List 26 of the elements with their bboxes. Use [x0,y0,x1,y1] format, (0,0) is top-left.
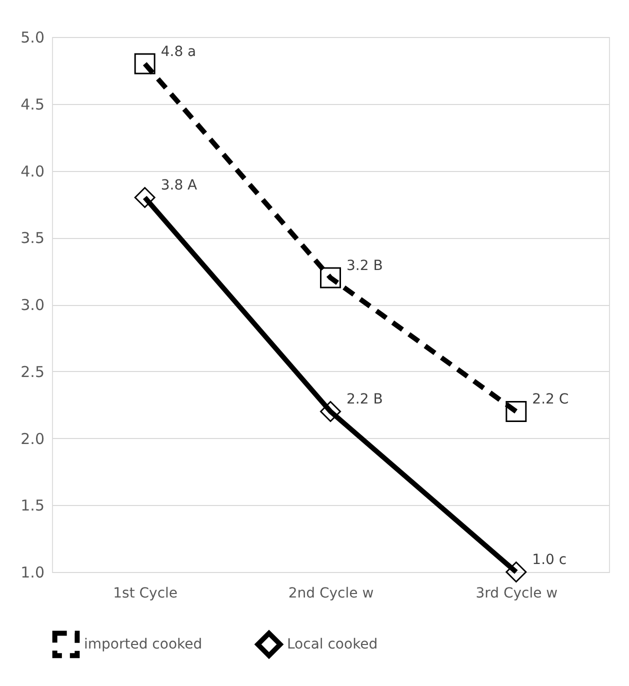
y-tick-label: 2.0 [20,430,44,448]
data-label: 3.8 A [160,178,198,194]
data-label: 2.2 B [346,392,383,408]
y-tick-label: 3.0 [20,296,44,314]
x-tick-label: 1st Cycle [113,586,178,602]
legend-label: imported cooked [84,636,202,652]
y-tick-label: 5.0 [20,28,44,46]
y-tick-label: 4.5 [20,95,44,114]
y-tick-label: 2.5 [20,362,44,381]
y-tick-label: 1.0 [20,564,44,582]
y-tick-label: 3.5 [20,229,44,248]
y-tick-label: 1.5 [20,496,44,515]
data-label: 2.2 C [532,392,569,408]
point [320,267,341,288]
data-label: 1.0 c [532,552,567,568]
point [506,562,527,582]
x-tick-label: 2nd Cycle w [288,586,374,602]
point [134,187,156,208]
data-label: 3.2 B [346,258,383,274]
data-label: 4.8 a [160,44,196,60]
x-tick-label: 3rd Cycle w [476,586,558,602]
legend-label: Local cooked [287,636,378,652]
point [134,53,156,74]
point [506,401,527,422]
point [320,401,341,422]
y-tick-label: 4.0 [20,162,44,180]
